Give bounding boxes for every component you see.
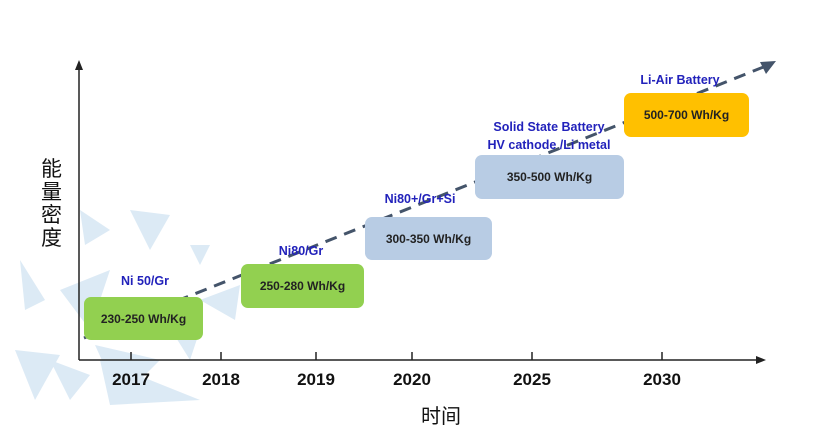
tech-label: Ni80+/Gr+Si bbox=[384, 192, 456, 206]
y-axis-label: 能量密度 bbox=[41, 157, 62, 250]
year-label: 2025 bbox=[513, 370, 551, 389]
tech-label: Solid State Battery bbox=[493, 120, 605, 134]
trend-arrowhead-icon bbox=[760, 61, 776, 74]
density-box: 250-280 Wh/Kg bbox=[241, 264, 364, 308]
y-axis-arrow-icon bbox=[75, 60, 83, 70]
year-label: 2017 bbox=[112, 370, 150, 389]
density-box: 500-700 Wh/Kg bbox=[624, 93, 749, 137]
x-ticks bbox=[130, 352, 663, 360]
density-box: 230-250 Wh/Kg bbox=[84, 297, 203, 340]
density-box: 350-500 Wh/Kg bbox=[475, 155, 624, 199]
year-label: 2030 bbox=[643, 370, 681, 389]
year-label: 2020 bbox=[393, 370, 431, 389]
x-axis-arrow-icon bbox=[756, 356, 766, 364]
year-label: 2018 bbox=[202, 370, 240, 389]
year-label: 2019 bbox=[297, 370, 335, 389]
tech-label-secondary: HV cathode /Li metal bbox=[487, 138, 611, 152]
x-axis-label: 时间 bbox=[421, 404, 461, 428]
tech-label: Li-Air Battery bbox=[640, 73, 720, 87]
tech-label: Ni 50/Gr bbox=[121, 274, 169, 288]
tech-label: Ni80/Gr bbox=[278, 244, 324, 258]
density-box: 300-350 Wh/Kg bbox=[365, 217, 492, 260]
